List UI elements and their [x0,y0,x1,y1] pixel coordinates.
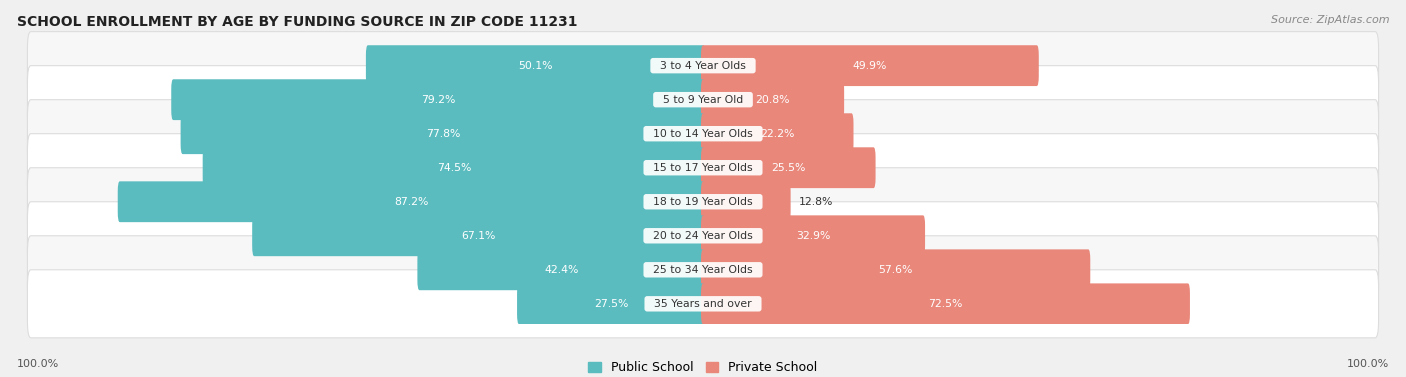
Text: 79.2%: 79.2% [420,95,456,105]
FancyBboxPatch shape [202,147,704,188]
Text: 57.6%: 57.6% [879,265,912,275]
FancyBboxPatch shape [418,249,704,290]
Text: 50.1%: 50.1% [519,61,553,70]
Text: 15 to 17 Year Olds: 15 to 17 Year Olds [647,163,759,173]
FancyBboxPatch shape [28,168,1378,236]
Text: 87.2%: 87.2% [394,197,429,207]
FancyBboxPatch shape [702,215,925,256]
Text: 100.0%: 100.0% [17,359,59,369]
Text: 20.8%: 20.8% [755,95,790,105]
Text: SCHOOL ENROLLMENT BY AGE BY FUNDING SOURCE IN ZIP CODE 11231: SCHOOL ENROLLMENT BY AGE BY FUNDING SOUR… [17,15,578,29]
Text: 42.4%: 42.4% [544,265,578,275]
FancyBboxPatch shape [28,270,1378,338]
Legend: Public School, Private School: Public School, Private School [583,356,823,377]
FancyBboxPatch shape [28,66,1378,134]
Text: 25 to 34 Year Olds: 25 to 34 Year Olds [647,265,759,275]
Text: 5 to 9 Year Old: 5 to 9 Year Old [655,95,751,105]
FancyBboxPatch shape [180,113,704,154]
FancyBboxPatch shape [28,236,1378,304]
Text: 25.5%: 25.5% [770,163,806,173]
FancyBboxPatch shape [366,45,704,86]
Text: 74.5%: 74.5% [437,163,471,173]
Text: 18 to 19 Year Olds: 18 to 19 Year Olds [647,197,759,207]
FancyBboxPatch shape [28,202,1378,270]
Text: 49.9%: 49.9% [852,61,887,70]
FancyBboxPatch shape [28,32,1378,100]
Text: 32.9%: 32.9% [796,231,830,241]
FancyBboxPatch shape [702,79,844,120]
Text: 3 to 4 Year Olds: 3 to 4 Year Olds [652,61,754,70]
FancyBboxPatch shape [252,215,704,256]
Text: 100.0%: 100.0% [1347,359,1389,369]
Text: 67.1%: 67.1% [461,231,496,241]
FancyBboxPatch shape [702,147,876,188]
Text: 10 to 14 Year Olds: 10 to 14 Year Olds [647,129,759,139]
FancyBboxPatch shape [517,284,704,324]
Text: 77.8%: 77.8% [426,129,460,139]
Text: 12.8%: 12.8% [799,197,832,207]
FancyBboxPatch shape [702,45,1039,86]
Text: 72.5%: 72.5% [928,299,963,309]
FancyBboxPatch shape [702,181,790,222]
Text: Source: ZipAtlas.com: Source: ZipAtlas.com [1271,15,1389,25]
Text: 35 Years and over: 35 Years and over [647,299,759,309]
FancyBboxPatch shape [702,113,853,154]
FancyBboxPatch shape [28,134,1378,202]
Text: 22.2%: 22.2% [761,129,794,139]
FancyBboxPatch shape [172,79,704,120]
FancyBboxPatch shape [28,100,1378,168]
FancyBboxPatch shape [702,284,1189,324]
FancyBboxPatch shape [118,181,704,222]
Text: 20 to 24 Year Olds: 20 to 24 Year Olds [647,231,759,241]
FancyBboxPatch shape [702,249,1090,290]
Text: 27.5%: 27.5% [593,299,628,309]
